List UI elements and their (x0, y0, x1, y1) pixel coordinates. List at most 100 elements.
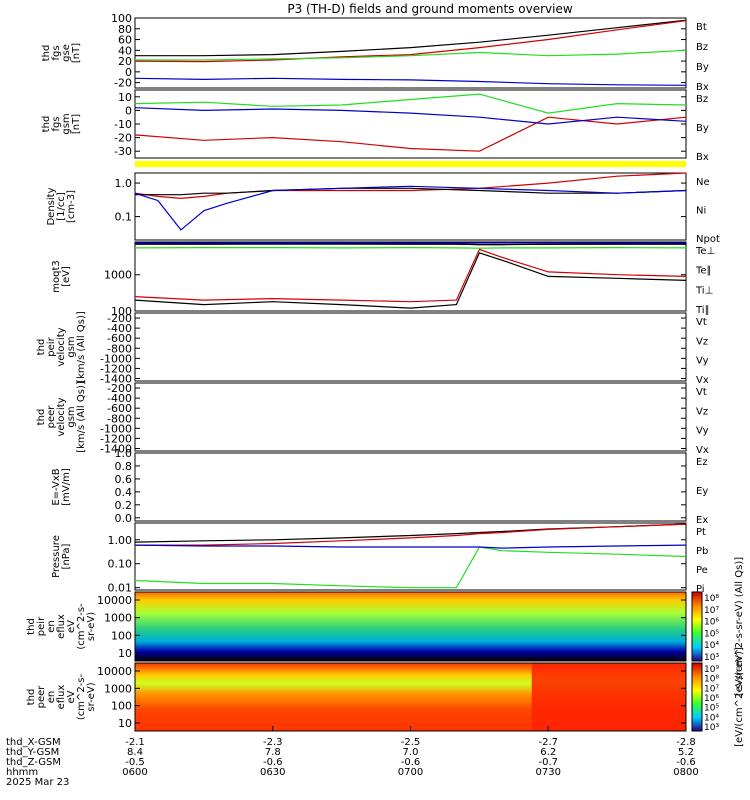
panel-peir_eflux (134, 591, 703, 662)
ylabel-line: (cm^2-s- (76, 673, 87, 720)
ylabel-line: [nT] (71, 43, 82, 63)
ytick-label: 80 (118, 23, 132, 36)
xaxis-value: -2.8 (676, 737, 696, 748)
ylabel-line: Density (46, 187, 57, 225)
ytick-label: -1400 (100, 372, 132, 385)
legend-Vx: Vx (696, 445, 709, 456)
ylabel-line: eV (66, 620, 77, 633)
spectrogram-hot-region (531, 663, 686, 731)
ylabel-line: peir (46, 336, 57, 356)
ytick-label: 20 (118, 55, 132, 68)
ylabel-line: thd (36, 339, 47, 356)
ytick-label: 10 (118, 717, 132, 730)
xaxis-value: -0.6 (401, 757, 421, 768)
series-line-Bz (134, 116, 687, 152)
ytick-label: -1200 (100, 432, 132, 445)
ytick-label: -20 (114, 77, 132, 90)
xaxis-value: 7.8 (265, 747, 281, 758)
xaxis-value: -0.7 (538, 757, 558, 768)
panel-peir_velocity (134, 312, 687, 382)
xaxis-value: -2.5 (401, 737, 421, 748)
legend-Vz: Vz (696, 336, 708, 347)
legend-Pb: Pb (696, 546, 708, 557)
xaxis-value: 7.0 (403, 747, 419, 758)
ylabel-line: (cm^2-s- (76, 603, 87, 650)
colorbar-tick: 10⁵ (704, 629, 719, 639)
legend-Pt: Pt (696, 527, 706, 538)
ylabel-line: E=-VxB (51, 468, 62, 505)
ylabel-line: eflux (56, 685, 67, 710)
series-line-Npot (134, 185, 687, 231)
series-line-trace (134, 252, 687, 309)
xaxis-value: -2.3 (263, 737, 283, 748)
legend-Te⊥: Te⊥ (695, 246, 715, 257)
ytick-label: 0.2 (115, 499, 133, 512)
ytick-label: -800 (107, 342, 132, 355)
ytick-label: 0.10 (108, 558, 133, 571)
colorbar-tick: 10⁴ (704, 641, 719, 651)
ylabel-line: gsm (66, 406, 77, 427)
ytick-label: -600 (107, 332, 132, 345)
ylabel-line: [cm-3] (66, 190, 77, 223)
ylabel-line: velocity (56, 327, 67, 366)
axes-frame-pressure (134, 522, 687, 591)
panel-peer_velocity (134, 382, 687, 452)
ylabel-line: fgs (51, 45, 62, 60)
xaxis-row-label: thd_Z-GSM (6, 757, 61, 768)
spectrogram-peir_eflux (135, 592, 686, 661)
plot-title: P3 (TH-D) fields and ground moments over… (287, 2, 572, 16)
ytick-label: 0 (125, 66, 132, 79)
ytick-label: -1000 (100, 352, 132, 365)
ytick-label: -200 (107, 312, 132, 325)
legend-Ex: Ex (696, 515, 708, 526)
panel-efield (134, 452, 687, 522)
legend-Ti⊥: Ti⊥ (695, 285, 713, 296)
ylabel-line: moqt3 (51, 260, 62, 293)
legend-Ni: Ni (696, 206, 706, 217)
colorbar-tick: 10³ (704, 723, 719, 733)
legend-Bt: Bt (696, 22, 707, 33)
ytick-label: -600 (107, 402, 132, 415)
legend-Npot: Npot (696, 234, 720, 245)
ylabel-line: sr-eV) (86, 682, 97, 711)
axes-frame-fgs_gse (134, 17, 687, 89)
ytick-label: 0.01 (108, 582, 133, 595)
axes-frame-peir_velocity (134, 312, 687, 382)
legend-By: By (696, 62, 709, 73)
legend-Ti∥: Ti∥ (695, 305, 710, 316)
xaxis-row-label: thd_X-GSM (6, 737, 61, 748)
ytick-label: 1.0 (115, 177, 133, 190)
ytick-label: -30 (114, 145, 132, 158)
colorbar-tick: 10³ (704, 653, 719, 663)
series-line-Ni (135, 187, 687, 196)
colorbar-tick: 10⁵ (704, 704, 719, 714)
ylabel-line: [mV/m] (61, 468, 72, 506)
panel-density (134, 172, 687, 241)
ylabel-line: peer (36, 685, 47, 709)
ylabel-line: [km/s (All Qs)] (76, 381, 87, 453)
axes-frame-peir_eflux (134, 591, 687, 662)
ylabel-line: thd (26, 618, 37, 635)
panel-temperature (134, 241, 687, 312)
axes-frame-peer_velocity (134, 382, 687, 452)
panel-fgs_gsm (134, 89, 687, 159)
ytick-label: 0.0 (115, 512, 133, 525)
xaxis-row-label: hhmm (6, 767, 38, 778)
data-availability-bar (135, 161, 686, 167)
xaxis-value: 0700 (398, 767, 423, 778)
legend-Ez: Ez (696, 457, 708, 468)
ytick-label: 100 (111, 700, 132, 713)
colorbar-peir_eflux (691, 591, 703, 662)
ytick-label: 0 (125, 104, 132, 117)
series-line-Pe (134, 546, 687, 589)
ytick-label: 100 (111, 305, 132, 318)
colorbar-tick: 10⁸ (704, 594, 719, 604)
panel-fgs_gse (134, 17, 687, 89)
ytick-label: 0.1 (115, 211, 133, 224)
ylabel-line: thd (26, 689, 37, 706)
ytick-label: 1000 (104, 682, 132, 695)
ytick-label: 100 (111, 12, 132, 25)
legend-Te∥: Te∥ (695, 266, 712, 277)
xaxis-value: -0.6 (676, 757, 696, 768)
